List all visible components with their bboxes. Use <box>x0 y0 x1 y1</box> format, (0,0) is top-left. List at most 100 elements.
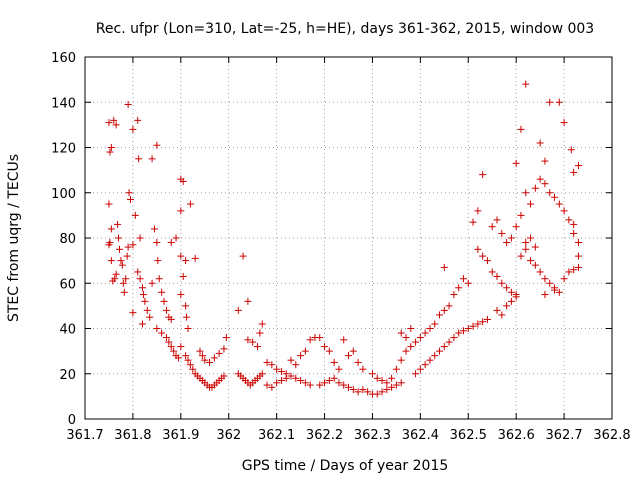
data-point <box>172 234 180 242</box>
data-point <box>153 325 161 332</box>
x-tick-label: 362.5 <box>450 428 487 443</box>
data-point <box>124 101 132 109</box>
data-point <box>349 347 357 355</box>
data-point <box>531 243 539 251</box>
data-point <box>129 309 137 317</box>
data-point <box>416 334 424 342</box>
data-point <box>155 275 163 283</box>
data-point <box>273 365 281 373</box>
data-point <box>565 216 573 224</box>
x-axis-title: GPS time / Days of year 2015 <box>242 458 449 474</box>
data-point <box>431 352 439 360</box>
data-point <box>239 252 247 260</box>
data-point <box>445 302 453 310</box>
y-tick-label: 80 <box>59 232 76 247</box>
data-point <box>440 343 448 351</box>
data-point <box>110 116 118 124</box>
data-point <box>162 306 170 314</box>
data-point <box>177 343 185 351</box>
data-point <box>162 334 170 342</box>
data-point <box>546 279 554 287</box>
data-point <box>359 365 367 373</box>
data-point <box>135 155 143 163</box>
data-point <box>160 297 168 305</box>
data-point <box>165 338 173 346</box>
data-point <box>527 234 535 242</box>
data-point <box>138 320 146 328</box>
data-point <box>560 207 568 215</box>
data-point <box>119 279 127 287</box>
x-tick-label: 361.8 <box>114 428 151 443</box>
data-point <box>493 306 501 314</box>
data-point <box>183 313 191 321</box>
data-point <box>191 254 199 262</box>
data-point <box>479 252 487 260</box>
data-point <box>177 207 185 215</box>
data-point <box>493 216 501 224</box>
data-point <box>459 327 467 335</box>
data-point <box>167 239 175 247</box>
data-point <box>234 306 242 314</box>
data-point <box>412 370 420 378</box>
data-markers <box>105 80 582 398</box>
data-point <box>517 211 525 219</box>
data-point <box>127 196 135 204</box>
data-point <box>421 361 429 369</box>
data-point <box>383 386 391 394</box>
data-point <box>503 239 511 247</box>
data-point <box>527 257 535 265</box>
y-axis-ticks: 0 20 40 60 80 100 120 140 160 <box>51 51 612 428</box>
data-point <box>330 358 338 366</box>
data-point <box>570 229 578 237</box>
data-point <box>368 370 376 378</box>
y-tick-label: 140 <box>51 96 76 111</box>
data-point <box>134 116 142 124</box>
data-point <box>167 343 175 351</box>
data-point <box>112 121 120 129</box>
data-point <box>215 349 223 357</box>
data-point <box>174 354 182 362</box>
data-point <box>560 119 568 127</box>
data-point <box>123 252 131 260</box>
x-tick-label: 362.2 <box>306 428 343 443</box>
data-point <box>536 139 544 147</box>
grid-lines <box>85 57 612 419</box>
data-point <box>498 311 506 319</box>
data-point <box>507 234 515 242</box>
chart-title: Rec. ufpr (Lon=310, Lat=-25, h=HE), days… <box>96 21 594 37</box>
data-point <box>316 334 324 342</box>
data-point <box>527 200 535 208</box>
data-point <box>107 225 115 233</box>
data-point <box>522 245 530 253</box>
y-tick-label: 60 <box>59 277 76 292</box>
data-point <box>574 162 582 170</box>
data-point <box>426 325 434 332</box>
data-point <box>196 347 204 355</box>
data-point <box>378 388 386 396</box>
data-point <box>158 329 166 337</box>
data-point <box>146 313 154 321</box>
data-point <box>158 288 166 296</box>
data-point <box>469 218 477 226</box>
data-point <box>431 320 439 328</box>
data-point <box>268 383 276 391</box>
data-point <box>560 275 568 283</box>
data-point <box>512 159 520 167</box>
data-point <box>397 329 405 337</box>
data-point <box>464 325 472 332</box>
data-point <box>388 383 396 391</box>
data-point <box>570 266 578 274</box>
y-tick-label: 160 <box>51 51 76 66</box>
data-point <box>154 257 162 265</box>
data-point <box>373 390 381 398</box>
data-point <box>222 334 230 342</box>
data-point <box>115 245 123 253</box>
data-point <box>551 193 559 201</box>
data-point <box>117 257 125 265</box>
data-point <box>388 374 396 382</box>
data-point <box>345 383 352 391</box>
data-point <box>340 336 348 344</box>
data-point <box>479 171 487 179</box>
data-point <box>546 189 554 197</box>
data-point <box>131 211 139 219</box>
